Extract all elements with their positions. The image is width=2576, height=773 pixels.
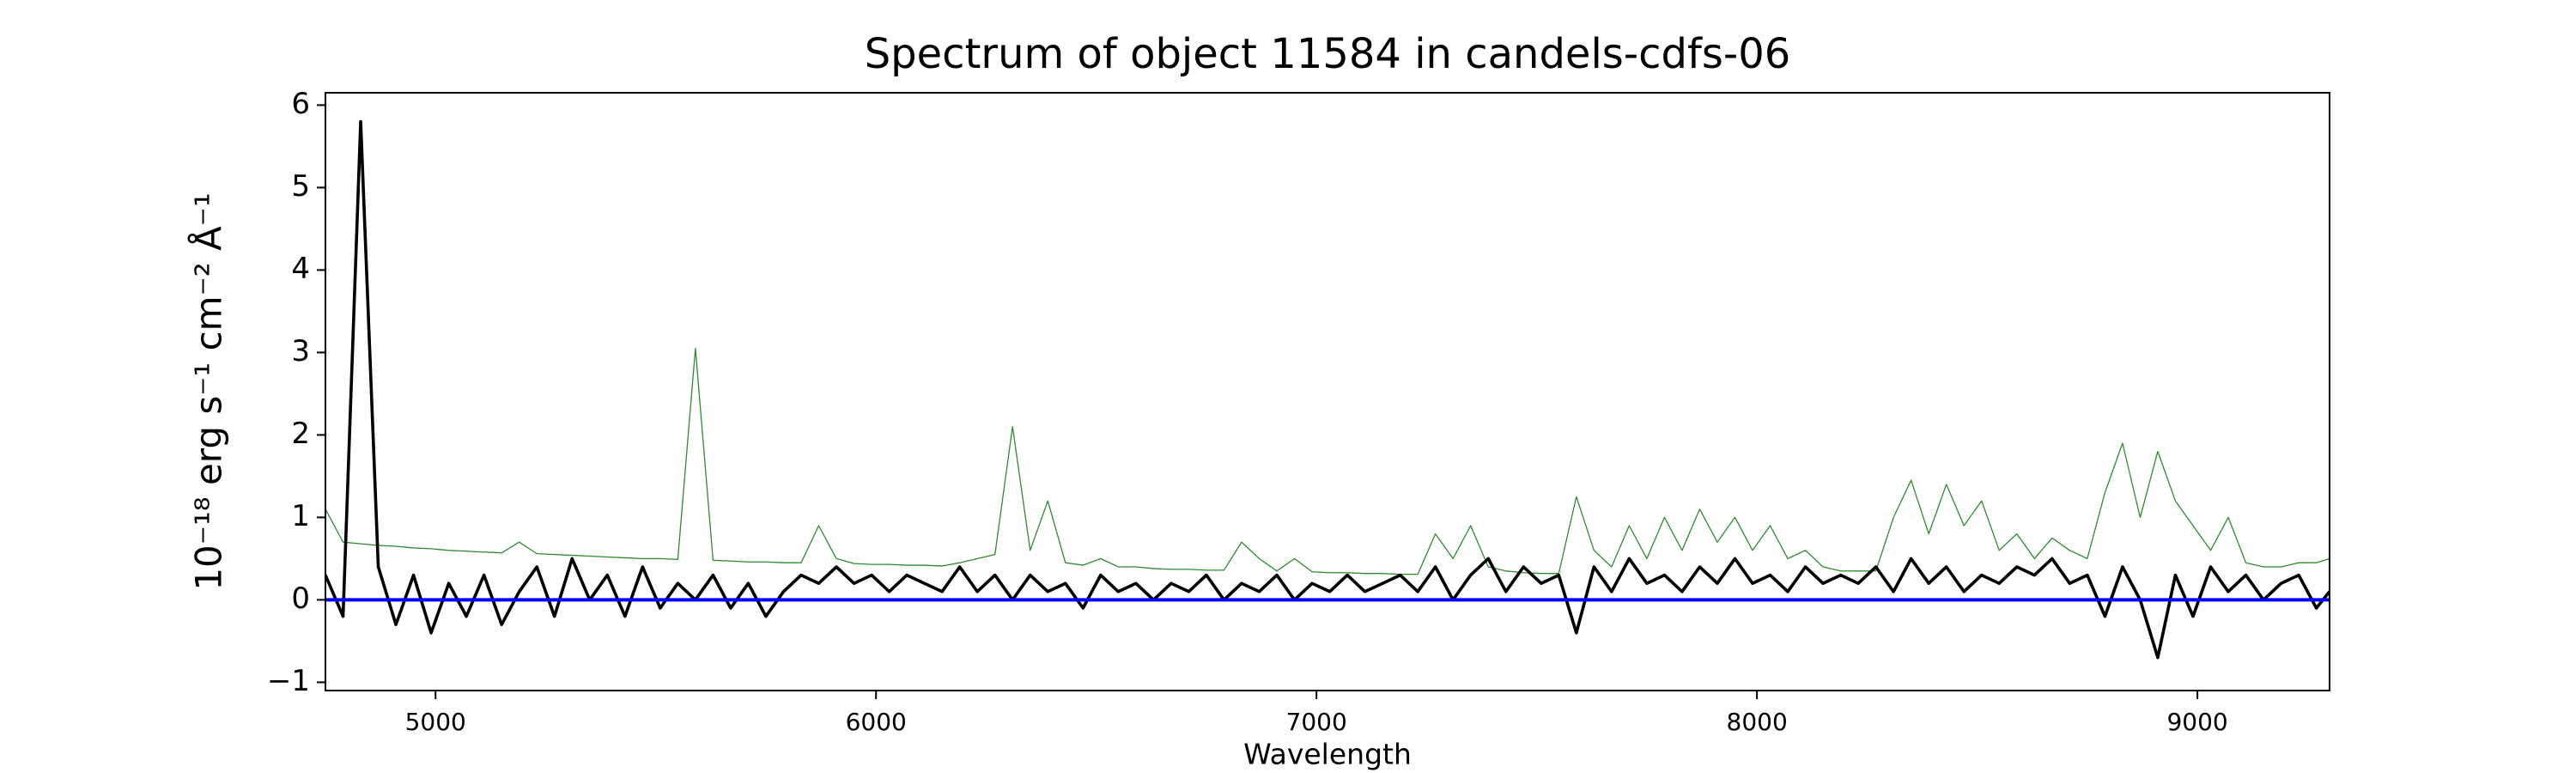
y-axis-label: 10⁻¹⁸ erg s⁻¹ cm⁻² Å⁻¹	[187, 192, 230, 590]
spectrum-line	[325, 347, 2330, 575]
x-tick-label: 9000	[2166, 708, 2227, 736]
y-tick-label: 3	[291, 334, 310, 368]
y-tick-label: 2	[291, 417, 310, 451]
y-tick-label: 4	[291, 252, 310, 286]
x-tick-label: 5000	[405, 708, 466, 736]
plot-frame	[325, 92, 2330, 691]
y-tick-label: −1	[267, 664, 310, 698]
spectrum-line	[325, 119, 2330, 660]
y-tick-label: 6	[291, 87, 310, 121]
y-tick-label: 0	[291, 581, 310, 616]
x-tick-label: 8000	[1727, 708, 1788, 736]
chart-title: Spectrum of object 11584 in candels-cdfs…	[865, 30, 1791, 78]
y-tick-label: 1	[291, 499, 310, 533]
x-axis-label: Wavelength	[1243, 738, 1412, 771]
x-tick-label: 7000	[1286, 708, 1347, 736]
y-tick-label: 5	[291, 169, 310, 204]
x-tick-label: 6000	[846, 708, 907, 736]
